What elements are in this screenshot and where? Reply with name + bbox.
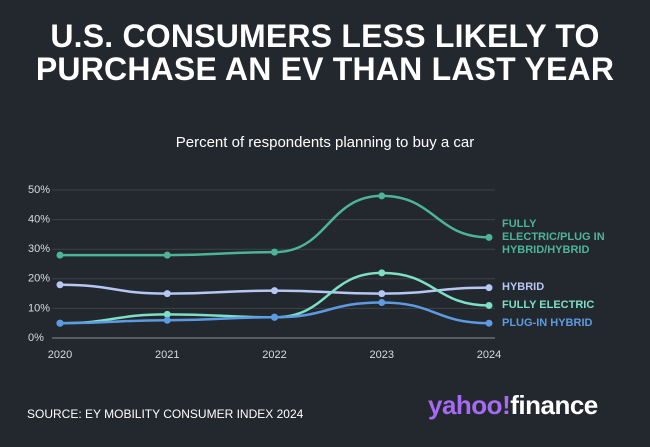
x-tick-label: 2020 <box>48 349 72 361</box>
point <box>163 316 171 324</box>
point <box>378 192 386 200</box>
point <box>271 313 278 321</box>
y-tick-label: 20% <box>28 273 50 285</box>
point <box>163 251 171 259</box>
logo-part: yahoo! <box>428 390 511 420</box>
point <box>485 319 493 327</box>
legend-label: HYBRID <box>502 281 545 294</box>
point <box>271 287 278 295</box>
x-tick-label: 2024 <box>477 349 501 361</box>
y-tick-label: 50% <box>28 184 50 196</box>
point <box>378 290 386 298</box>
series-line <box>60 194 490 257</box>
point <box>163 290 171 298</box>
y-tick-label: 10% <box>28 302 50 314</box>
point <box>56 319 64 327</box>
legend-label: FULLY ELECTRIC/PLUG IN HYBRID/HYBRID <box>502 217 605 256</box>
point <box>56 281 64 289</box>
chart-subtitle: Percent of respondents planning to buy a… <box>175 134 475 151</box>
y-tick-label: 0% <box>28 332 44 344</box>
chart-title: U.S. CONSUMERS LESS LIKELY TO PURCHASE A… <box>35 18 615 87</box>
x-tick-label: 2022 <box>262 349 286 361</box>
y-tick-label: 40% <box>28 214 50 226</box>
point <box>163 310 171 318</box>
point <box>271 248 278 256</box>
x-tick-label: 2021 <box>155 349 179 361</box>
point <box>378 298 386 306</box>
point <box>378 269 386 277</box>
point <box>485 301 493 309</box>
legend-label: PLUG-IN HYBRID <box>502 316 593 329</box>
point <box>485 284 493 292</box>
x-tick-label: 2023 <box>370 349 394 361</box>
point <box>485 233 493 241</box>
point <box>56 251 64 259</box>
logo: yahoo!finance <box>428 390 598 421</box>
source: SOURCE: EY MOBILITY CONSUMER INDEX 2024 <box>27 407 304 421</box>
logo-part: finance <box>510 390 598 420</box>
legend-label: FULLY ELECTRIC <box>502 298 595 311</box>
y-tick-label: 30% <box>28 243 50 255</box>
